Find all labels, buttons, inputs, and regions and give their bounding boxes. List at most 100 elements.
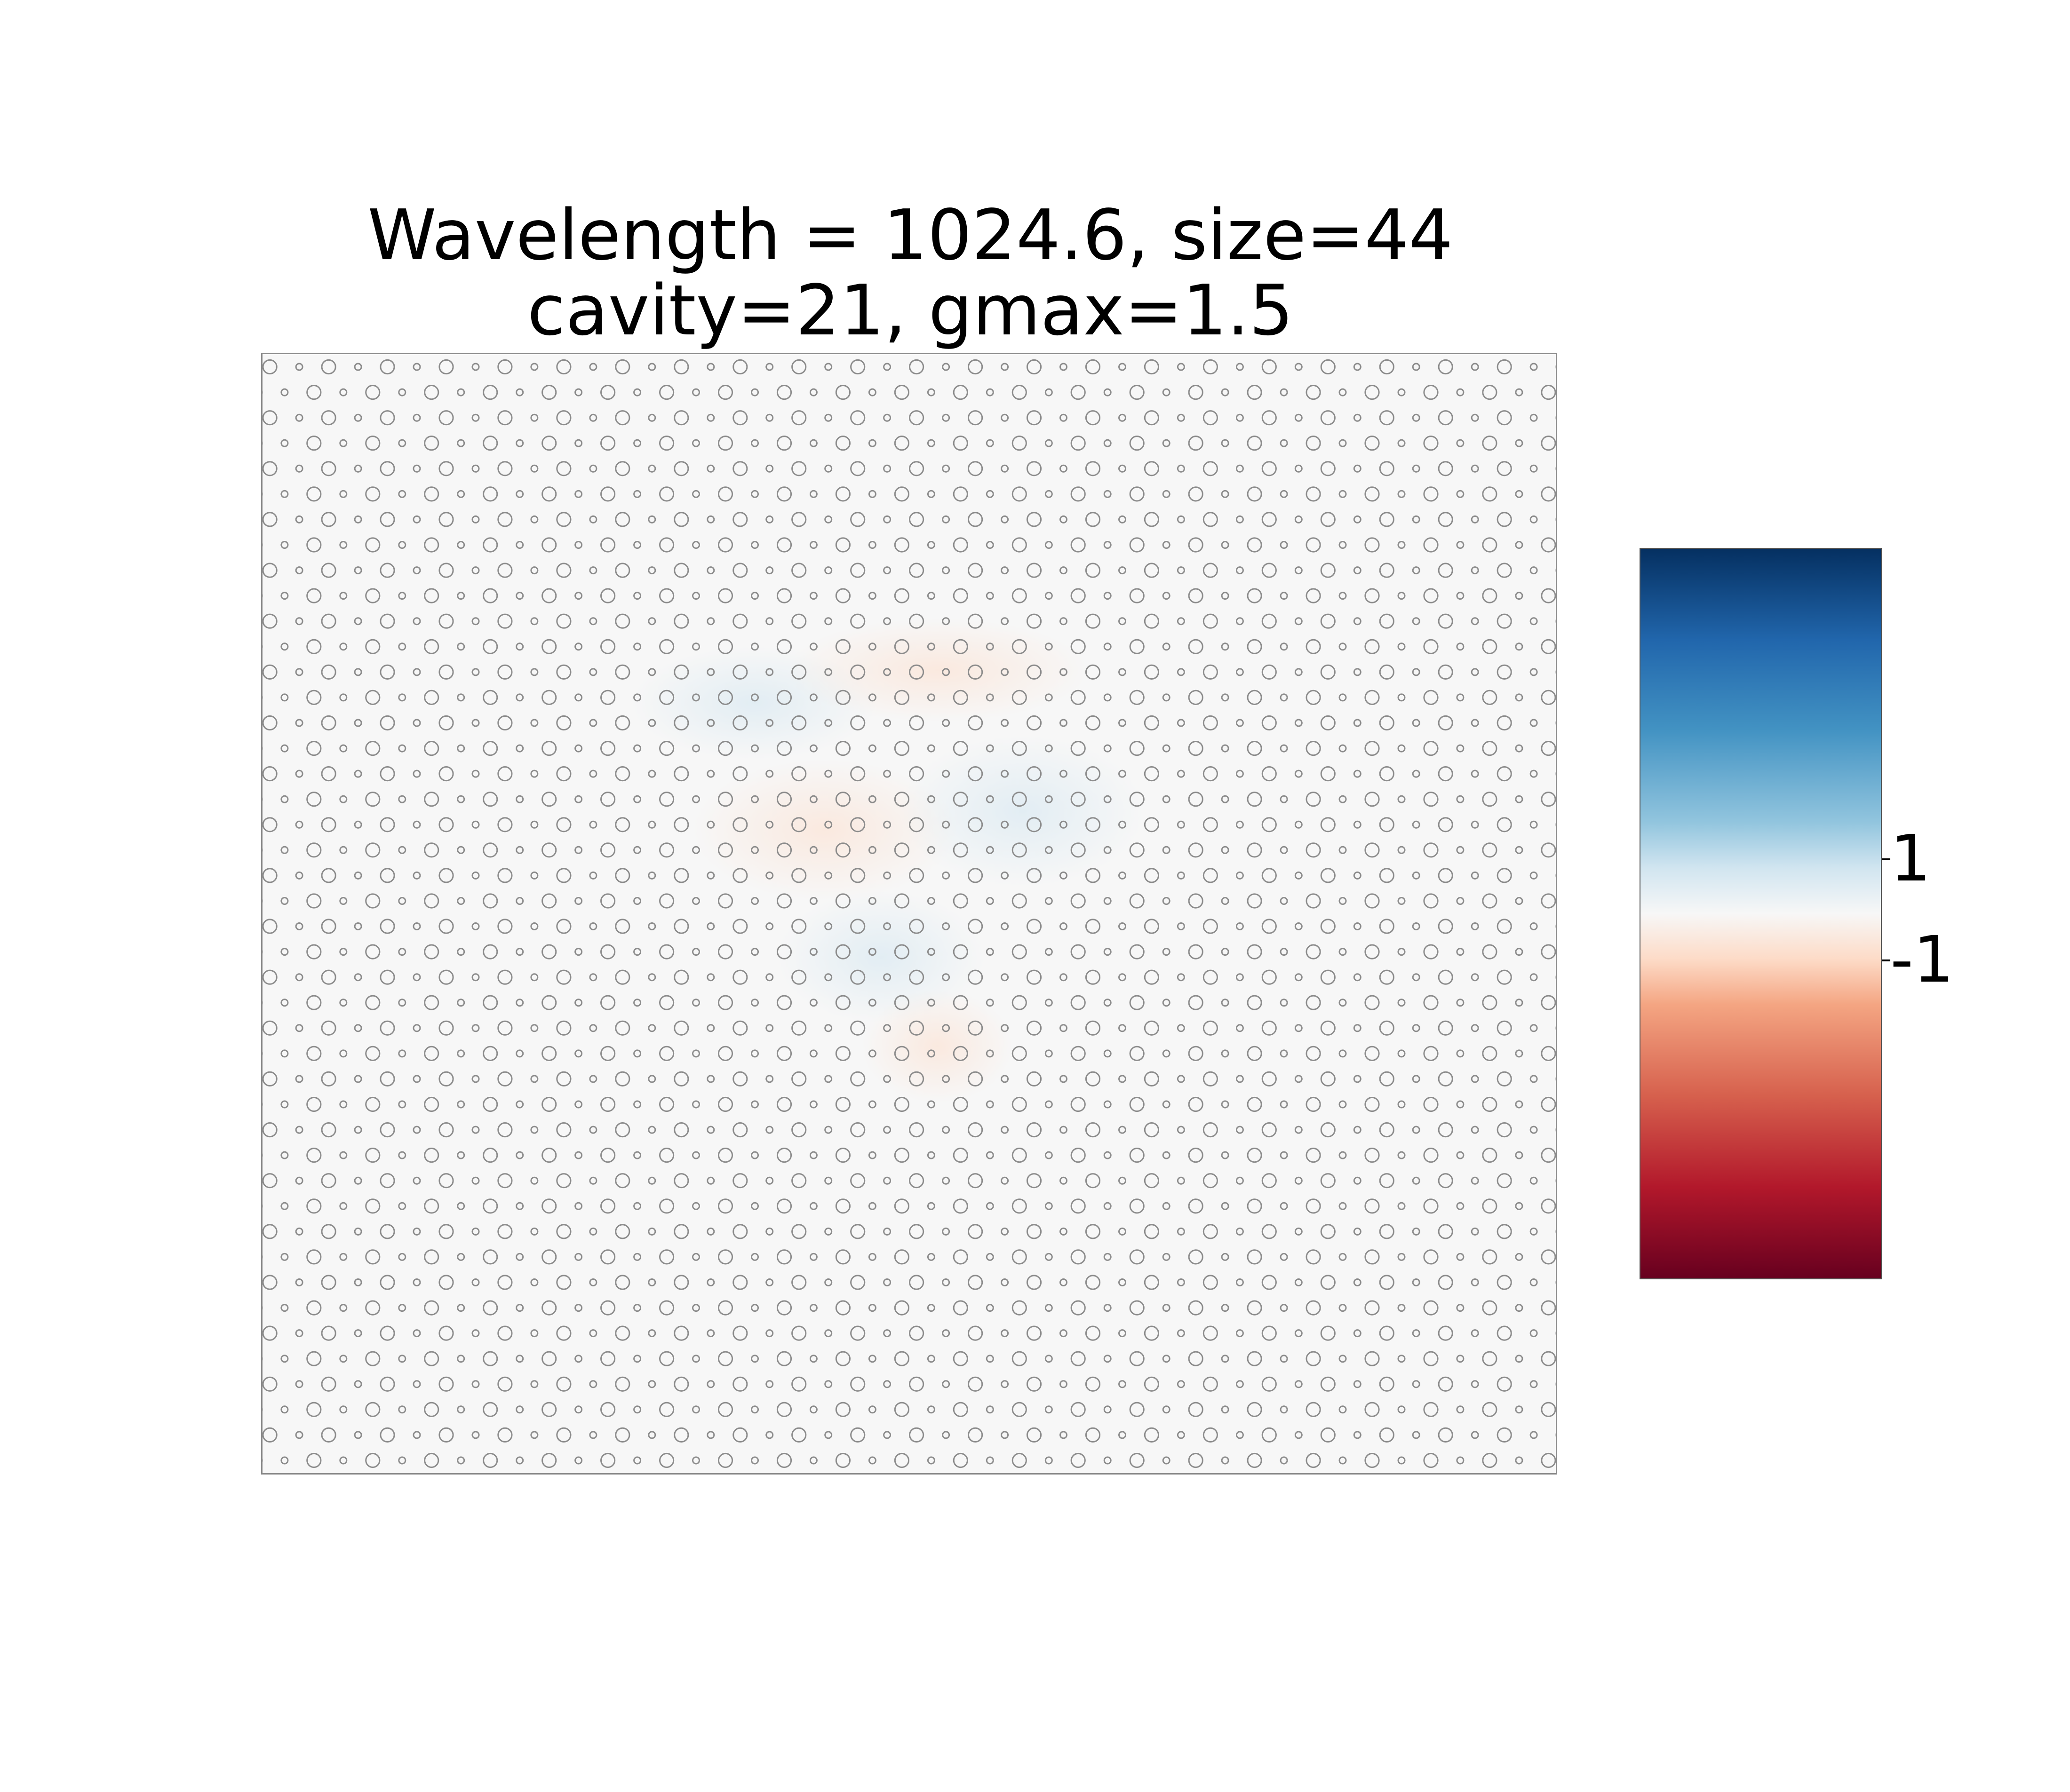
lattice-hole-small — [1235, 566, 1244, 575]
lattice-hole-large — [306, 1096, 322, 1112]
lattice-hole-large — [1011, 385, 1027, 400]
lattice-hole-small — [1044, 1304, 1053, 1312]
lattice-hole-small — [1515, 693, 1523, 702]
lattice-hole-large — [1497, 563, 1512, 578]
lattice-hole-small — [1044, 1100, 1053, 1109]
lattice-hole-large — [717, 436, 733, 451]
lattice-hole-large — [1482, 1249, 1497, 1265]
lattice-hole-small — [1235, 413, 1244, 422]
lattice-hole-small — [1280, 1049, 1288, 1058]
lattice-hole-large — [1070, 486, 1086, 502]
lattice-hole-small — [398, 846, 406, 854]
lattice-hole-small — [471, 1380, 480, 1388]
lattice-hole-large — [909, 563, 924, 578]
lattice-hole-small — [1162, 592, 1170, 600]
lattice-hole-large — [1438, 410, 1453, 426]
lattice-hole-large — [1306, 385, 1321, 400]
lattice-hole-small — [1456, 795, 1465, 803]
lattice-hole-large — [835, 1452, 851, 1468]
lattice-hole-large — [909, 512, 924, 527]
lattice-hole-small — [1353, 1126, 1361, 1134]
lattice-hole-large — [1011, 944, 1027, 959]
lattice-hole-small — [1515, 439, 1523, 447]
lattice-hole-large — [263, 613, 278, 629]
lattice-hole-small — [1001, 515, 1009, 523]
lattice-hole-large — [556, 1122, 572, 1138]
lattice-hole-small — [339, 1202, 348, 1210]
lattice-hole-small — [1515, 592, 1523, 600]
lattice-hole-large — [1247, 1148, 1262, 1163]
lattice-hole-large — [1129, 436, 1145, 451]
lattice-hole-large — [953, 639, 968, 654]
lattice-hole-small — [354, 464, 362, 473]
lattice-hole-small — [942, 1380, 950, 1388]
lattice-hole-large — [1497, 1224, 1512, 1239]
lattice-hole-large — [497, 1173, 513, 1189]
lattice-hole-large — [424, 588, 439, 603]
lattice-hole-large — [321, 1122, 336, 1138]
lattice-hole-small — [1529, 719, 1538, 727]
lattice-hole-large — [424, 639, 439, 654]
lattice-hole-small — [633, 592, 642, 600]
lattice-hole-small — [1280, 897, 1288, 905]
lattice-hole-large — [1438, 1224, 1453, 1239]
lattice-hole-large — [1011, 741, 1027, 756]
lattice-hole-large — [380, 563, 395, 578]
lattice-hole-large — [894, 893, 910, 909]
lattice-hole-small — [1177, 363, 1185, 371]
lattice-hole-small — [295, 1024, 303, 1032]
lattice-hole-large — [1247, 639, 1262, 654]
lattice-hole-small — [1162, 490, 1170, 498]
lattice-hole-large — [850, 1376, 866, 1392]
lattice-hole-large — [953, 1249, 968, 1265]
lattice-hole-large — [380, 664, 395, 680]
lattice-hole-large — [776, 1198, 792, 1214]
lattice-hole-large — [1247, 792, 1262, 807]
lattice-hole-large — [1011, 537, 1027, 553]
lattice-hole-large — [1438, 1173, 1453, 1189]
lattice-hole-large — [541, 1046, 557, 1062]
lattice-hole-small — [1103, 744, 1112, 753]
lattice-hole-small — [280, 1456, 289, 1465]
lattice-hole-small — [1162, 744, 1170, 753]
lattice-hole-large — [1379, 919, 1394, 934]
lattice-hole-small — [398, 490, 406, 498]
lattice-hole-small — [589, 464, 597, 473]
lattice-hole-small — [927, 1456, 935, 1465]
lattice-hole-large — [1070, 995, 1086, 1010]
lattice-hole-large — [791, 512, 807, 527]
lattice-hole-small — [457, 490, 465, 498]
lattice-hole-large — [424, 690, 439, 706]
lattice-hole-small — [280, 1202, 289, 1210]
lattice-hole-small — [354, 566, 362, 575]
lattice-hole-large — [306, 944, 322, 959]
lattice-hole-small — [1221, 1456, 1229, 1465]
lattice-hole-small — [574, 1456, 583, 1465]
lattice-hole-small — [516, 1355, 524, 1363]
lattice-hole-small — [413, 363, 421, 371]
lattice-hole-large — [1306, 1148, 1321, 1163]
lattice-hole-small — [339, 897, 348, 905]
lattice-hole-small — [692, 744, 700, 753]
lattice-hole-large — [732, 919, 748, 934]
lattice-hole-small — [457, 1100, 465, 1109]
lattice-hole-large — [424, 842, 439, 858]
lattice-hole-small — [530, 1176, 539, 1185]
lattice-hole-large — [483, 1096, 498, 1112]
lattice-hole-large — [541, 1351, 557, 1366]
lattice-hole-large — [1247, 436, 1262, 451]
lattice-hole-small — [1001, 1227, 1009, 1236]
lattice-hole-small — [1338, 1355, 1347, 1363]
lattice-hole-large — [1144, 1376, 1160, 1392]
lattice-hole-large — [953, 588, 968, 603]
lattice-hole-small — [1353, 1227, 1361, 1236]
lattice-hole-large — [1070, 1249, 1086, 1265]
lattice-hole-small — [883, 566, 892, 575]
lattice-hole-small — [516, 795, 524, 803]
lattice-hole-large — [438, 1224, 454, 1239]
lattice-hole-small — [1338, 1202, 1347, 1210]
lattice-hole-small — [339, 948, 348, 956]
lattice-hole-large — [791, 1020, 807, 1036]
lattice-hole-small — [692, 388, 700, 396]
lattice-hole-small — [765, 566, 774, 575]
